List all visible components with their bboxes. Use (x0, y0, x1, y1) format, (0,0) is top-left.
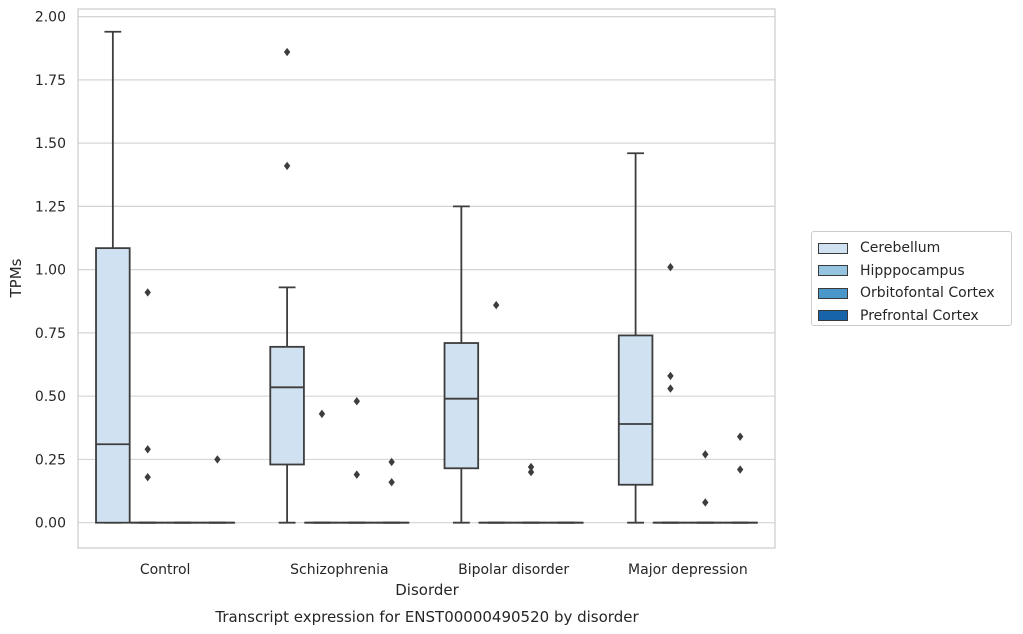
legend-swatch (818, 242, 848, 254)
outlier-point (388, 457, 395, 467)
y-tick-label: 0.25 (35, 452, 66, 468)
box-hipppocampus (129, 288, 166, 524)
outlier-point (702, 498, 709, 507)
x-tick-label: Bipolar disorder (458, 562, 569, 578)
legend-label: Hipppocampus (860, 262, 965, 279)
gridlines (78, 15, 775, 524)
outlier-point (214, 455, 221, 464)
outlier-point (144, 472, 151, 482)
outlier-point (667, 262, 674, 272)
outlier-point (667, 371, 674, 381)
outlier-point (144, 445, 151, 454)
box-prefrontal-cortex (199, 455, 236, 524)
outlier-point (283, 47, 291, 57)
y-tick-label: 1.00 (35, 263, 66, 279)
legend-item: Prefrontal Cortex (818, 305, 1011, 328)
chart-title: Transcript expression for ENST0000049052… (214, 608, 639, 626)
box-orbitofontal-cortex (687, 450, 724, 524)
x-axis-label: Disorder (395, 581, 459, 599)
box-prefrontal-cortex (373, 457, 410, 524)
outlier-point (353, 470, 360, 479)
box-iqr (443, 342, 480, 470)
outlier-point (318, 409, 326, 419)
outlier-point (667, 384, 674, 393)
legend-item: Orbitofontal Cortex (818, 282, 1011, 305)
box-orbitofontal-cortex (513, 462, 549, 524)
outlier-point (493, 300, 500, 310)
x-tick-label: Control (140, 562, 191, 578)
box-cerebellum (443, 205, 480, 524)
outlier-point (283, 161, 291, 171)
y-tick-label: 0.00 (35, 516, 66, 532)
x-tick-label: Major depression (628, 562, 748, 578)
legend-item: Cerebellum (818, 237, 1011, 260)
box-orbitofontal-cortex (339, 397, 375, 524)
outlier-point (736, 465, 744, 474)
legend-label: Orbitofontal Cortex (860, 285, 995, 302)
y-tick-label: 1.50 (35, 136, 66, 152)
box-cerebellum (95, 30, 131, 524)
legend-label: Prefrontal Cortex (860, 307, 979, 324)
legend-swatch (818, 287, 848, 299)
outlier-point (736, 432, 744, 441)
box-prefrontal-cortex (722, 432, 758, 524)
box-hipppocampus (652, 262, 689, 524)
legend-label: Cerebellum (860, 240, 941, 257)
box-iqr (617, 334, 654, 486)
outlier-point (527, 467, 535, 477)
y-tick-label: 0.75 (35, 326, 66, 342)
box-iqr (269, 345, 305, 466)
y-tick-labels: 0.00 0.25 0.50 0.75 1.00 1.25 1.50 1.75 2.00 (35, 10, 66, 532)
legend-item: Hipppocampus (818, 260, 1011, 283)
box-hipppocampus (304, 409, 340, 524)
y-tick-label: 1.25 (35, 199, 66, 215)
box-cerebellum (269, 47, 305, 524)
y-axis-label: TPMs (7, 258, 25, 298)
legend: Cerebellum Hipppocampus Orbitofontal Corte… (811, 231, 1012, 326)
outlier-point (527, 462, 535, 472)
box-layer (95, 30, 758, 524)
box-iqr (95, 247, 131, 524)
y-tick-label: 1.75 (35, 73, 66, 89)
outlier-point (388, 478, 395, 487)
x-tick-labels: Control Schizophrenia Bipolar disorder Majo… (140, 562, 748, 578)
legend-swatch (818, 265, 848, 277)
legend-swatch (818, 310, 848, 322)
x-tick-label: Schizophrenia (290, 562, 388, 578)
box-cerebellum (617, 152, 654, 524)
outlier-point (702, 450, 709, 459)
y-tick-label: 2.00 (35, 10, 66, 26)
box-hipppocampus (478, 300, 514, 524)
outlier-point (353, 397, 360, 406)
outlier-point (144, 288, 151, 297)
y-tick-label: 0.50 (35, 389, 66, 405)
plot-frame (77, 8, 776, 549)
